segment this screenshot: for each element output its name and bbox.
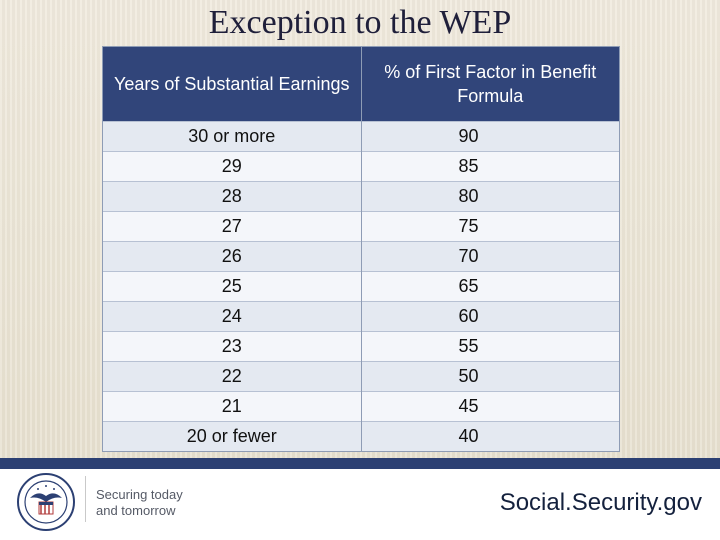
years-cell: 22 [103,361,362,392]
percent-cell: 80 [361,181,619,212]
percent-cell: 90 [361,121,619,152]
years-cell: 28 [103,181,362,212]
footer-divider [85,476,86,522]
years-cell: 21 [103,391,362,422]
tagline-line-2: and tomorrow [96,503,176,518]
header-percent: % of First Factor in Benefit Formula [361,47,619,122]
table-row: 28 80 [103,181,619,212]
years-cell: 24 [103,301,362,332]
table-row: 22 50 [103,361,619,392]
percent-cell: 75 [361,211,619,242]
footer [0,458,720,540]
percent-cell: 70 [361,241,619,272]
table-row: 24 60 [103,301,619,332]
percent-cell: 45 [361,391,619,422]
years-cell: 25 [103,271,362,302]
site-url: Social.Security.gov [499,489,702,516]
table-row: 29 85 [103,151,619,182]
table-header-row: Years of Substantial Earnings % of First… [103,47,619,122]
slide-title: Exception to the WEP [208,4,512,41]
percent-cell: 60 [361,301,619,332]
years-cell: 23 [103,331,362,362]
years-cell: 30 or more [103,121,362,152]
social-security-seal-icon [16,472,76,532]
percent-cell: 65 [361,271,619,302]
table-row: 27 75 [103,211,619,242]
years-cell: 27 [103,211,362,242]
tagline-line-1: Securing today [96,487,183,502]
years-cell: 29 [103,151,362,182]
table-row: 23 55 [103,331,619,362]
table-row: 20 or fewer 40 [103,421,619,451]
percent-cell: 85 [361,151,619,182]
wep-table: Years of Substantial Earnings % of First… [102,46,620,452]
percent-cell: 55 [361,331,619,362]
footer-tagline: Securing today and tomorrow [96,487,183,519]
table-row: 26 70 [103,241,619,272]
header-years: Years of Substantial Earnings [103,47,362,122]
table-row: 21 45 [103,391,619,422]
percent-cell: 50 [361,361,619,392]
years-cell: 26 [103,241,362,272]
footer-bar [0,458,720,469]
table-row: 30 or more 90 [103,121,619,152]
table-row: 25 65 [103,271,619,302]
years-cell: 20 or fewer [103,421,362,451]
percent-cell: 40 [361,421,619,451]
